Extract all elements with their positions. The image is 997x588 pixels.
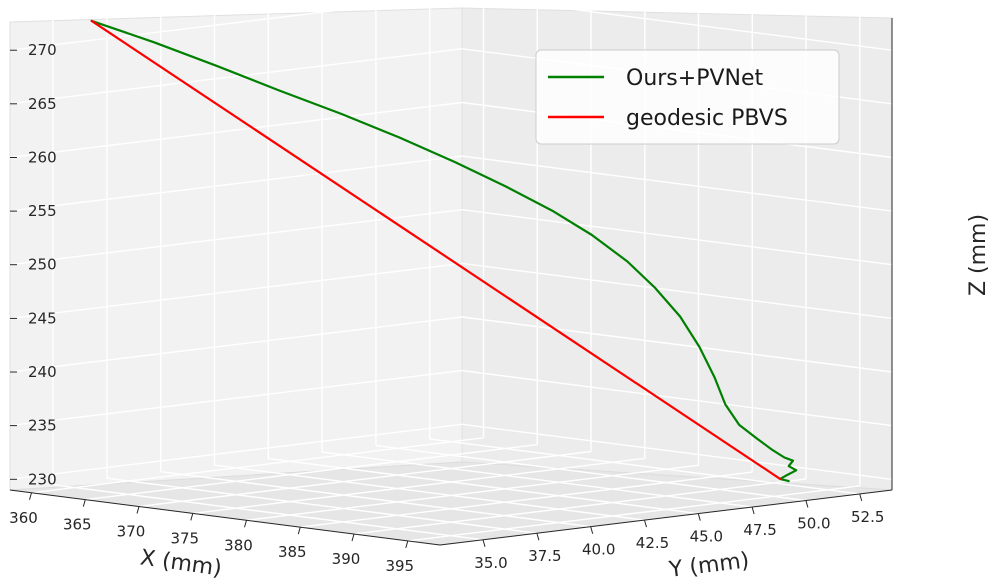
grid-line-z-right-wall — [9, 209, 463, 266]
grid-line-y-floor — [160, 471, 591, 528]
x-tick-mark — [297, 526, 301, 535]
z-axis-label: Z (mm) — [966, 214, 991, 296]
z-tick-label: 255 — [28, 202, 57, 220]
y-tick-mark — [751, 506, 755, 515]
x-tick-label: 375 — [170, 529, 199, 547]
grid-line-z-left-wall — [461, 155, 893, 212]
y-tick-mark — [805, 500, 809, 508]
y-tick-mark — [859, 493, 863, 502]
grid-line-z-left-wall — [461, 262, 893, 320]
x-tick-label: 365 — [63, 516, 92, 534]
z-tick-label: 270 — [28, 41, 57, 59]
grid-line-z-left-wall — [461, 369, 893, 427]
grid-line-y-floor — [214, 464, 645, 521]
x-tick-mark — [29, 492, 32, 500]
y-tick-mark — [482, 539, 486, 547]
grid-line-y-floor — [106, 477, 537, 534]
grid-line-z-right-wall — [9, 101, 463, 159]
grid-line-x-floor — [85, 443, 538, 501]
y-tick-label: 35.0 — [474, 554, 507, 572]
x-tick-label: 380 — [224, 536, 253, 554]
x-tick-mark — [190, 513, 194, 521]
x-tick-mark — [136, 506, 140, 514]
grid-line-y-floor — [268, 457, 699, 515]
legend-box — [535, 49, 840, 145]
y-tick-mark — [590, 526, 594, 534]
grid-line-z-left-wall — [461, 423, 893, 480]
series-layer — [90, 19, 798, 483]
grid-line-z-right-wall — [9, 48, 463, 105]
legend: Ours+PVNet geodesic PBVS — [535, 49, 840, 145]
grid-line-x-floor — [192, 457, 645, 515]
grid-line-x-floor — [31, 437, 484, 494]
x-tick-label: 370 — [117, 523, 146, 541]
y-axis-label: Y (mm) — [667, 548, 751, 583]
grid-line-z-right-wall — [9, 155, 463, 212]
grid-line-z-right-wall — [9, 0, 429, 51]
legend-label-ours-pvnet: Ours+PVNet — [626, 66, 764, 91]
grid-line-x-floor — [407, 485, 860, 542]
z-tick-label: 265 — [28, 95, 57, 113]
grid-line-z-left-wall — [461, 316, 893, 373]
y-tick-label: 47.5 — [743, 521, 776, 539]
grid-line-y-floor — [375, 444, 806, 502]
y-axis-line — [439, 489, 893, 546]
grid-line-z-right-wall — [9, 369, 463, 427]
z-tick-label: 230 — [28, 470, 57, 488]
grid-line-z-right-wall — [9, 262, 463, 320]
y-tick-label: 37.5 — [528, 547, 561, 565]
x-tick-label: 385 — [278, 543, 307, 561]
y-tick-label: 40.0 — [582, 541, 615, 559]
z-tick-label: 240 — [28, 363, 57, 381]
y-tick-label: 45.0 — [690, 528, 723, 546]
grid-line-z-right-wall — [9, 423, 463, 480]
z-axis-ticks: 270 265 260 255 250 245 240 235 230 — [10, 41, 57, 488]
y-axis-ticks: 35.0 37.5 40.0 42.5 45.0 47.5 50.0 52.5 — [474, 493, 884, 572]
y-tick-label: 50.0 — [797, 515, 830, 533]
series-line-geodesic-pbvs — [90, 19, 782, 480]
grid-line-y-floor — [429, 438, 860, 495]
x-tick-mark — [244, 520, 247, 528]
x-axis-ticks: 360 365 370 375 380 385 390 395 — [9, 492, 414, 575]
x-tick-label: 390 — [332, 550, 361, 568]
z-tick-label: 245 — [28, 309, 57, 327]
series-line-ours-pvnet — [90, 19, 798, 483]
grid-line-x-floor — [246, 464, 699, 521]
z-tick-label: 235 — [28, 417, 57, 435]
y-tick-label: 52.5 — [851, 508, 884, 526]
y-tick-mark — [644, 519, 647, 528]
grid-line-x-floor — [138, 450, 592, 508]
y-tick-mark — [697, 513, 701, 521]
z-tick-label: 250 — [28, 256, 57, 274]
grid-line-z-left-wall — [461, 209, 893, 266]
x-axis-label: X (mm) — [139, 545, 224, 581]
x-tick-label: 360 — [9, 509, 38, 527]
x-tick-label: 395 — [385, 557, 414, 575]
y-tick-mark — [536, 533, 540, 541]
grid-line-y-floor — [52, 484, 484, 541]
grid-line-z-right-wall — [9, 316, 463, 373]
x-axis-line — [9, 489, 441, 546]
grid-line-y-floor — [322, 451, 753, 508]
x-tick-mark — [405, 540, 409, 549]
x-tick-mark — [351, 533, 355, 542]
grid-line-x-floor — [353, 478, 807, 535]
x-tick-mark — [82, 499, 86, 507]
z-tick-label: 260 — [28, 149, 57, 167]
y-tick-label: 42.5 — [636, 534, 669, 552]
grid-line-x-floor — [300, 471, 753, 528]
grid-line-z-left-wall — [494, 0, 893, 51]
legend-label-geodesic-pbvs: geodesic PBVS — [626, 106, 788, 131]
